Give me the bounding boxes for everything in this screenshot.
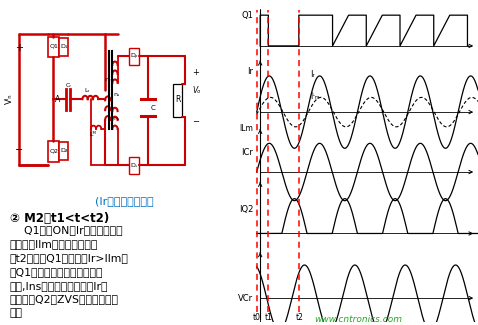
Text: ILm: ILm (239, 124, 253, 133)
Text: Iᵣ: Iᵣ (311, 70, 315, 79)
Text: D₂: D₂ (60, 148, 67, 153)
Text: Vᴵₙ: Vᴵₙ (5, 94, 13, 104)
Bar (59, 142, 68, 160)
Text: Q1: Q1 (241, 11, 253, 20)
Text: VCr: VCr (238, 293, 253, 303)
Text: www.cntronics.com: www.cntronics.com (315, 315, 402, 324)
Text: 导通,Ins依然有电流，同时Ir的: 导通,Ins依然有电流，同时Ir的 (10, 280, 108, 291)
Text: (Ir从左向右为正）: (Ir从左向右为正） (95, 197, 153, 206)
Text: Lᵣ: Lᵣ (85, 88, 90, 93)
Bar (129, 48, 139, 65)
Text: Q1已经ON，Ir依然以正弦规: Q1已经ON，Ir依然以正弦规 (10, 225, 122, 235)
Text: t1: t1 (264, 313, 272, 322)
Text: R: R (176, 95, 181, 103)
Text: IQ2: IQ2 (239, 205, 253, 214)
Text: Q1: Q1 (50, 44, 58, 49)
Bar (48, 36, 58, 58)
Text: ICr: ICr (241, 148, 253, 157)
Text: +: + (15, 44, 23, 53)
Text: Q2: Q2 (50, 148, 58, 153)
Text: t2: t2 (296, 313, 304, 322)
Text: Cᵣ: Cᵣ (65, 83, 71, 88)
Text: −: − (192, 117, 199, 126)
Text: Lᴹ: Lᴹ (89, 132, 97, 137)
Bar (173, 84, 182, 117)
Text: nₛ: nₛ (114, 92, 120, 97)
Text: 在t2时刻，Q1关断，但Ir>Ilm，: 在t2时刻，Q1关断，但Ir>Ilm， (10, 253, 129, 263)
Text: Vₒ: Vₒ (192, 86, 201, 95)
Text: Dₚ: Dₚ (130, 53, 138, 58)
Text: 存在，为Q2的ZVS开通创造了条: 存在，为Q2的ZVS开通创造了条 (10, 294, 119, 304)
Text: A: A (54, 95, 60, 104)
Text: Iᴸₘ: Iᴸₘ (311, 92, 320, 101)
Text: 在Q1关断时，副边二极管依然: 在Q1关断时，副边二极管依然 (10, 267, 103, 277)
Text: −: − (15, 145, 23, 155)
Text: C: C (151, 105, 155, 111)
Text: nₛ: nₛ (114, 116, 120, 121)
Text: nₚ: nₚ (105, 77, 111, 82)
Text: 件。: 件。 (10, 308, 22, 318)
Text: Ir: Ir (247, 67, 253, 76)
Text: t0: t0 (253, 313, 261, 322)
Bar (48, 141, 58, 162)
Text: D₁: D₁ (60, 44, 67, 49)
Bar (129, 157, 139, 174)
Text: +: + (192, 68, 199, 77)
Text: 律增大，Ilm依然线性上升，: 律增大，Ilm依然线性上升， (10, 239, 98, 249)
Text: ② M2（t1<t<t2): ② M2（t1<t<t2) (10, 212, 109, 225)
Text: Dₛ: Dₛ (130, 163, 138, 168)
Bar (59, 38, 68, 56)
